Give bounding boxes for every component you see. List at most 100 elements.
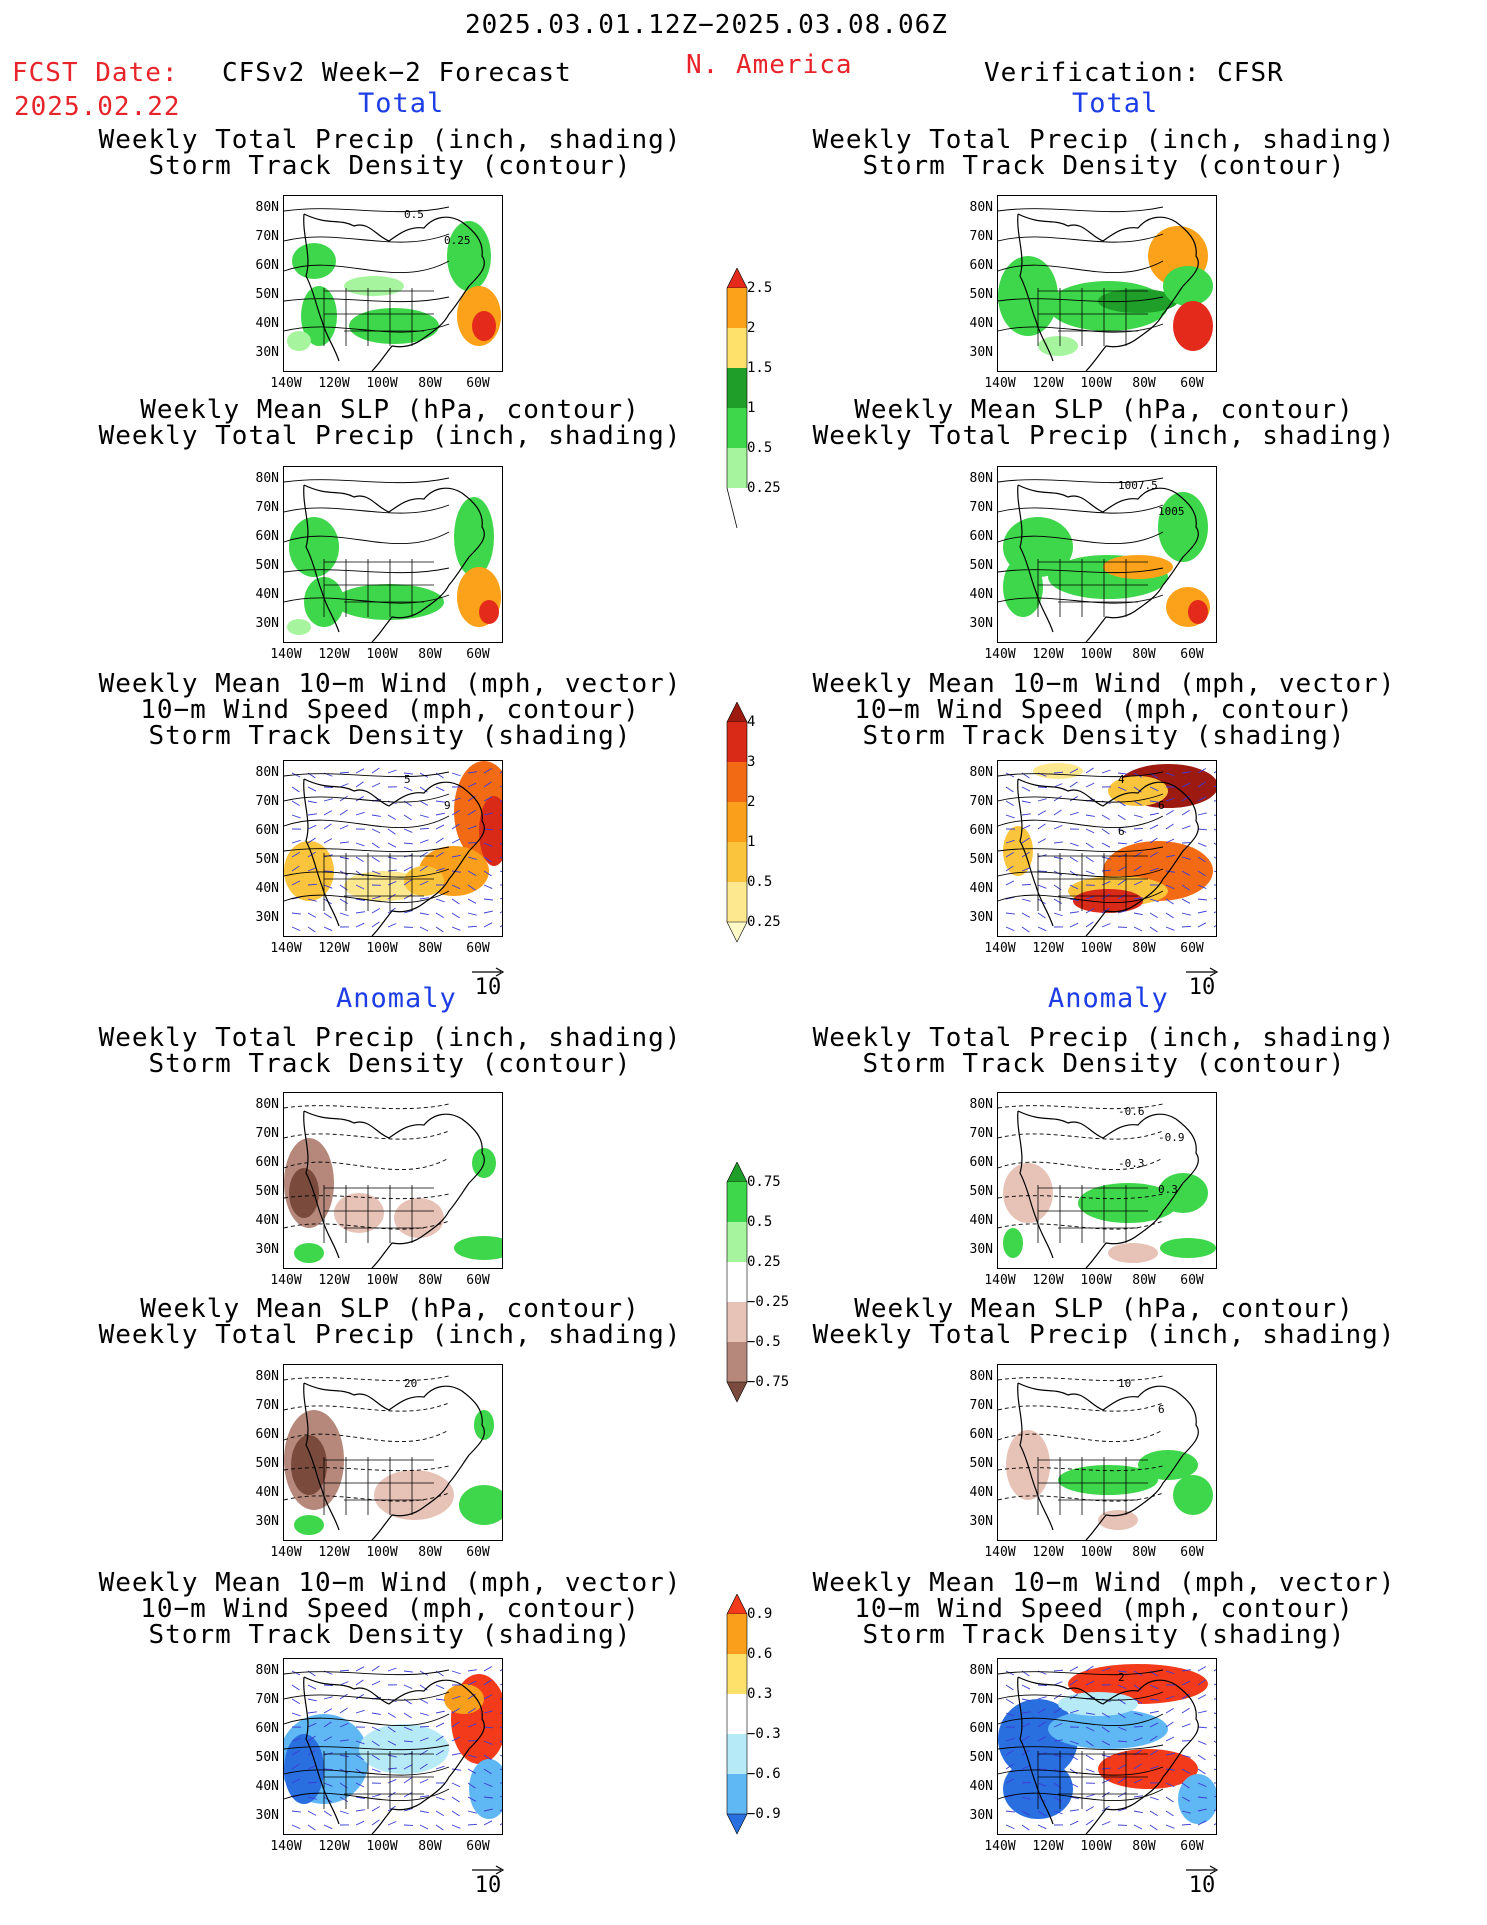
lat-tick-label: 30N xyxy=(255,910,279,925)
map-obs-total-slp: 1007.5 1005 xyxy=(997,466,1217,643)
shading-area xyxy=(1058,1692,1138,1716)
colorbar-swatch xyxy=(727,1342,747,1382)
map-annotation: 6 xyxy=(1118,825,1125,838)
lon-tick-label: 100W xyxy=(1080,1273,1112,1288)
lat-tick-label: 60N xyxy=(969,1155,993,1170)
lon-tick-label: 100W xyxy=(1080,1839,1112,1854)
shading-area xyxy=(1003,826,1033,876)
lon-tick-label: 140W xyxy=(270,941,302,956)
lon-tick-label: 80W xyxy=(1132,1839,1156,1854)
shading-area xyxy=(294,1515,324,1535)
lat-tick-label: 70N xyxy=(969,1692,993,1707)
vector-reference-label: 10 xyxy=(474,975,502,1000)
lon-tick-label: 140W xyxy=(984,1839,1016,1854)
lat-tick-label: 40N xyxy=(255,587,279,602)
lon-tick-label: 100W xyxy=(1080,647,1112,662)
map-annotation: 10 xyxy=(1118,1377,1131,1390)
lat-tick-label: 30N xyxy=(969,616,993,631)
state-borders xyxy=(323,559,434,617)
lon-tick-label: 60W xyxy=(1180,1839,1204,1854)
state-borders xyxy=(323,853,434,911)
lat-tick-label: 50N xyxy=(255,852,279,867)
lat-tick-label: 50N xyxy=(969,1184,993,1199)
shading-area xyxy=(349,308,439,344)
lon-tick-label: 80W xyxy=(1132,647,1156,662)
map-annotation: 1005 xyxy=(1158,505,1185,518)
lat-tick-label: 40N xyxy=(969,587,993,602)
shading-area xyxy=(301,286,337,346)
colorbar-tip xyxy=(726,1813,748,1835)
lat-tick-label: 40N xyxy=(255,1779,279,1794)
state-borders xyxy=(323,1751,434,1809)
contour-lines xyxy=(998,477,1164,604)
lon-tick-label: 80W xyxy=(418,376,442,391)
colorbar-label: 2 xyxy=(747,794,756,810)
title-obs-anom-precip: Weekly Total Precip (inch, shading) Stor… xyxy=(812,1023,1396,1079)
lat-tick-label: 60N xyxy=(255,529,279,544)
lat-tick-label: 50N xyxy=(255,1750,279,1765)
colorbar-label: −0.75 xyxy=(747,1374,790,1390)
lat-tick-label: 40N xyxy=(255,1485,279,1500)
map-annotation: 9 xyxy=(444,799,451,812)
lat-tick-label: 40N xyxy=(969,1779,993,1794)
shading-area xyxy=(1103,555,1173,579)
title-fc-total-slp: Weekly Mean SLP (hPa, contour) Weekly To… xyxy=(98,395,682,451)
map-obs-anom-wind: 2 xyxy=(997,1658,1217,1835)
shading-area xyxy=(479,600,499,624)
vector-reference-arrow xyxy=(1186,967,1219,977)
lon-tick-label: 140W xyxy=(270,1839,302,1854)
title-fc-anom-wind: Weekly Mean 10−m Wind (mph, vector) 10−m… xyxy=(98,1568,682,1650)
lon-tick-label: 120W xyxy=(1032,1273,1064,1288)
shading-area xyxy=(447,221,491,291)
shading-area xyxy=(1003,1228,1023,1258)
lon-tick-label: 100W xyxy=(1080,941,1112,956)
colorbar-swatch xyxy=(727,368,747,408)
title-fc-total-precip: Weekly Total Precip (inch, shading) Stor… xyxy=(98,125,682,181)
colorbar-label: 4 xyxy=(747,714,756,730)
lat-tick-label: 70N xyxy=(255,500,279,515)
title-fc-anom-precip: Weekly Total Precip (inch, shading) Stor… xyxy=(98,1023,682,1079)
colorbar-swatch xyxy=(727,1614,747,1654)
state-borders xyxy=(1037,1185,1148,1243)
map-fc-total-precip: 0.5 0.25 xyxy=(283,195,503,372)
colorbar-label: −0.5 xyxy=(747,1334,781,1350)
lat-tick-label: 40N xyxy=(255,881,279,896)
state-borders xyxy=(1037,559,1148,617)
state-borders xyxy=(1037,1751,1148,1809)
shading-area xyxy=(1173,1475,1213,1515)
colorbar-swatch xyxy=(727,1222,747,1262)
shading-area xyxy=(291,1435,327,1495)
lat-tick-label: 80N xyxy=(969,1369,993,1384)
colorbar-label: 2.5 xyxy=(747,280,773,296)
shading-area xyxy=(1078,1183,1178,1223)
lon-tick-label: 120W xyxy=(1032,376,1064,391)
coastline xyxy=(1017,213,1199,371)
colorbar-label: 2 xyxy=(747,320,756,336)
lon-tick-label: 60W xyxy=(1180,1273,1204,1288)
coastline xyxy=(303,484,485,642)
lon-tick-label: 120W xyxy=(318,1545,350,1560)
shading-area xyxy=(444,1684,484,1714)
region-label: N. America xyxy=(686,50,853,80)
lon-tick-label: 120W xyxy=(1032,1839,1064,1854)
colorbar-label: −0.25 xyxy=(747,1294,790,1310)
lat-tick-label: 60N xyxy=(255,1155,279,1170)
map-obs-anom-slp: 10 6 xyxy=(997,1364,1217,1541)
colorbar-swatch xyxy=(727,1734,747,1774)
lon-tick-label: 120W xyxy=(318,1839,350,1854)
shading-area xyxy=(459,1485,502,1525)
lon-tick-label: 60W xyxy=(466,647,490,662)
colorbar-anom_track xyxy=(726,1594,748,1835)
colorbar-swatch xyxy=(727,448,747,488)
lat-tick-label: 80N xyxy=(969,471,993,486)
shading-area xyxy=(1098,1749,1198,1789)
lon-tick-label: 100W xyxy=(1080,376,1112,391)
colorbar-swatch xyxy=(727,1302,747,1342)
lat-tick-label: 80N xyxy=(969,1663,993,1678)
map-annotation: -0.9 xyxy=(1158,1131,1185,1144)
colorbar-swatch xyxy=(727,882,747,922)
lon-tick-label: 60W xyxy=(466,1545,490,1560)
lon-tick-label: 100W xyxy=(1080,1545,1112,1560)
lon-tick-label: 60W xyxy=(466,1273,490,1288)
lat-tick-label: 80N xyxy=(969,1097,993,1112)
